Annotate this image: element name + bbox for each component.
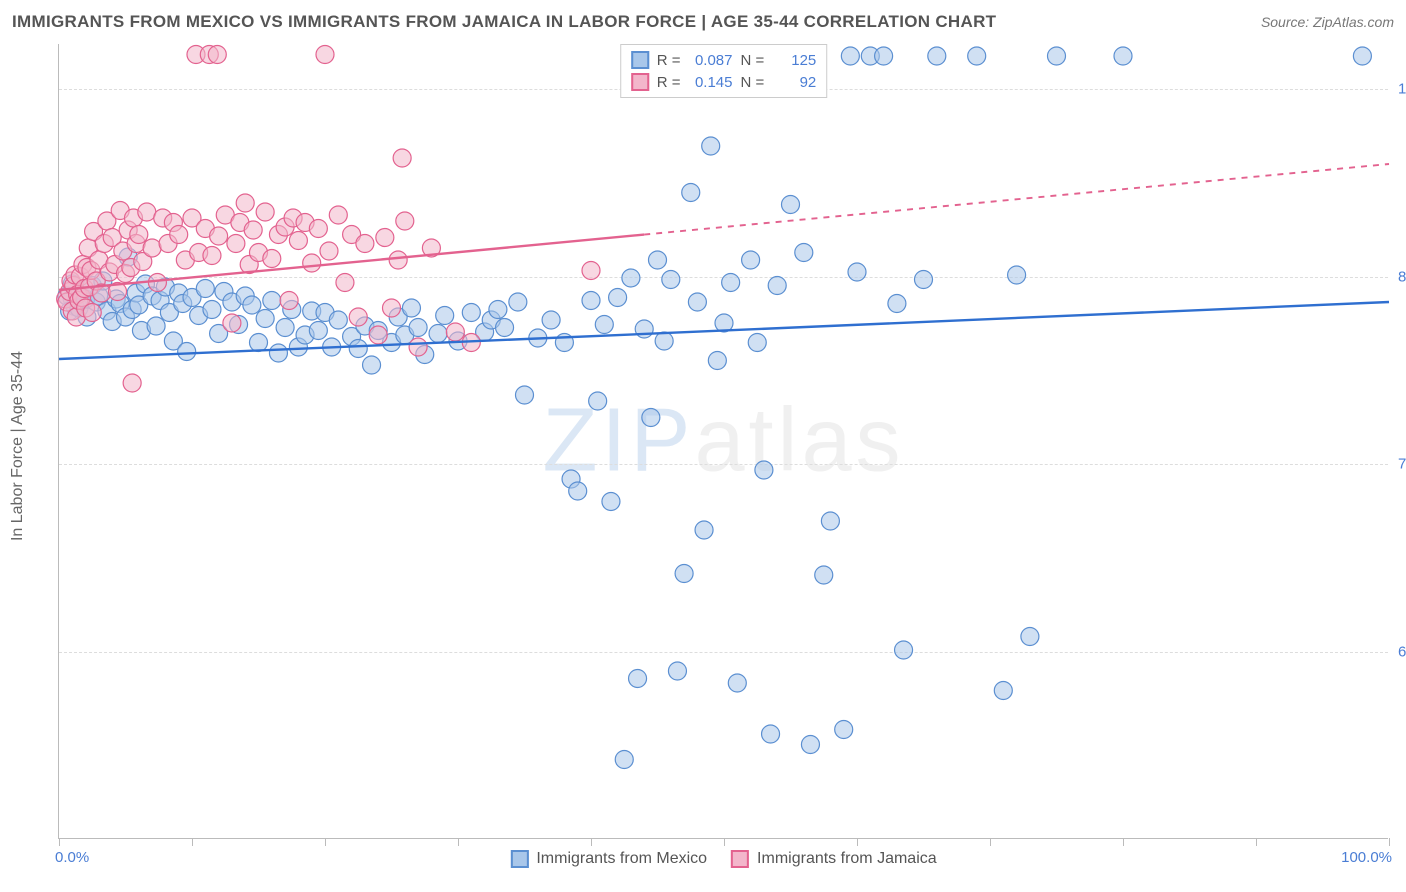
swatch-icon xyxy=(510,850,528,868)
x-axis-min-label: 0.0% xyxy=(55,849,89,866)
r-value-jamaica: 0.145 xyxy=(689,74,733,91)
plot-area: ZIPatlas 62.5%75.0%87.5%100.0% R = 0.087… xyxy=(58,44,1388,839)
legend-label-jamaica: Immigrants from Jamaica xyxy=(757,850,937,868)
legend-item-jamaica: Immigrants from Jamaica xyxy=(731,850,937,868)
legend-row-jamaica: R = 0.145 N = 92 xyxy=(631,71,817,93)
legend-label-mexico: Immigrants from Mexico xyxy=(536,850,707,868)
chart-title: IMMIGRANTS FROM MEXICO VS IMMIGRANTS FRO… xyxy=(12,12,996,32)
source-label: Source: ZipAtlas.com xyxy=(1261,14,1394,30)
swatch-mexico xyxy=(631,51,649,69)
swatch-icon xyxy=(731,850,749,868)
n-value-mexico: 125 xyxy=(772,52,816,69)
legend-item-mexico: Immigrants from Mexico xyxy=(510,850,707,868)
title-bar: IMMIGRANTS FROM MEXICO VS IMMIGRANTS FRO… xyxy=(12,8,1394,36)
x-axis-max-label: 100.0% xyxy=(1341,849,1392,866)
swatch-jamaica xyxy=(631,73,649,91)
y-axis-label: In Labor Force | Age 35-44 xyxy=(9,351,27,541)
series-legend: Immigrants from Mexico Immigrants from J… xyxy=(510,850,936,868)
r-value-mexico: 0.087 xyxy=(689,52,733,69)
legend-row-mexico: R = 0.087 N = 125 xyxy=(631,49,817,71)
correlation-legend: R = 0.087 N = 125 R = 0.145 N = 92 xyxy=(620,44,828,98)
scatter-svg xyxy=(59,44,1388,838)
n-value-jamaica: 92 xyxy=(772,74,816,91)
